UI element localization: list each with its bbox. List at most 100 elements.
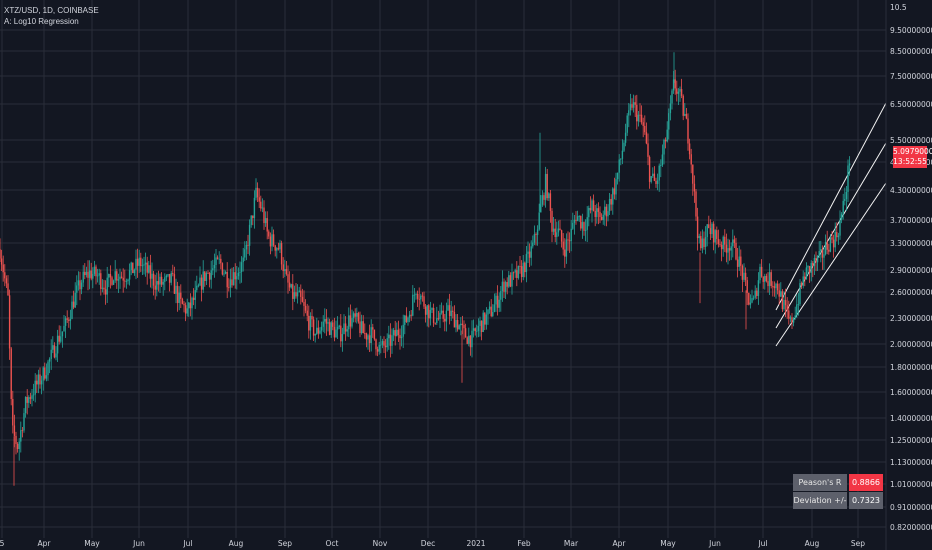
y-tick-label: 1.01000000: [890, 480, 932, 489]
candle-body: [632, 102, 635, 108]
candle-body: [725, 244, 728, 253]
candle-body: [80, 282, 83, 290]
candle-body: [762, 276, 764, 282]
candle-body: [178, 292, 180, 303]
candle-body: [255, 187, 257, 198]
candle-body: [266, 218, 268, 232]
candle-body: [636, 104, 638, 122]
candle-body: [677, 91, 680, 94]
candle-body: [549, 193, 552, 211]
candle-body: [752, 297, 755, 299]
candle-body: [485, 314, 488, 325]
candle-body: [2, 264, 4, 273]
candle-body: [618, 159, 620, 173]
candle-body: [189, 302, 192, 309]
candle-body: [741, 265, 744, 280]
candle-body: [711, 223, 713, 235]
candle-body: [484, 312, 486, 325]
candle-body: [576, 216, 579, 221]
candle-body: [108, 273, 110, 278]
candle-body: [28, 397, 30, 403]
y-tick-label: 0.91000000: [890, 503, 932, 512]
candle-body: [516, 270, 518, 278]
candle-body: [151, 273, 153, 279]
regression-lower-band: [775, 182, 887, 347]
candle-body: [168, 274, 171, 283]
candle-body: [436, 318, 438, 324]
candle-body: [388, 334, 390, 339]
candle-body: [666, 129, 668, 142]
candle-body: [420, 295, 422, 300]
x-tick-label: 5: [0, 539, 5, 548]
candle-body: [655, 180, 657, 184]
candle-body: [384, 345, 387, 348]
candle-body: [148, 265, 150, 273]
candle-body: [615, 179, 617, 195]
candle-body: [274, 245, 276, 251]
pearson-row: Peason's R 0.8866: [793, 474, 883, 491]
candle-body: [676, 88, 678, 94]
candle-body: [412, 294, 414, 316]
candle-body: [44, 367, 46, 379]
candle-body: [565, 239, 568, 257]
candle-body: [504, 282, 507, 292]
candle-body: [580, 215, 582, 229]
candle-body: [469, 335, 472, 348]
candle-body: [156, 281, 158, 290]
candle-body: [32, 394, 35, 396]
candle-body: [695, 191, 697, 217]
candle-body: [381, 341, 384, 345]
candle-body: [231, 279, 233, 286]
candle-body: [432, 307, 435, 323]
candle-body: [717, 238, 720, 245]
x-tick-label: Dec: [421, 539, 436, 548]
candle-body: [68, 319, 70, 321]
candle-body: [346, 329, 348, 332]
candle-body: [349, 315, 352, 327]
indicator-title[interactable]: A: Log10 Regression: [4, 17, 79, 26]
candle-body: [132, 262, 134, 274]
candle-body: [42, 367, 44, 381]
candle-body: [839, 219, 841, 236]
candle-body: [248, 224, 251, 246]
candle-body: [744, 272, 747, 281]
candle-body: [87, 271, 89, 278]
candle-body: [311, 315, 313, 320]
candle-body: [508, 275, 510, 287]
time-axis[interactable]: 5 Apr May Jun Jul Aug Sep Oct Nov Dec 2021 Feb Mar Ap…: [0, 539, 865, 548]
candle-body: [386, 338, 388, 348]
candle-body: [589, 207, 592, 211]
candle-body: [112, 280, 115, 285]
candle-body: [213, 264, 216, 269]
y-tick-label: 1.60000000: [890, 388, 932, 397]
candle-body: [447, 305, 449, 311]
candle-body: [356, 313, 358, 317]
candle-body: [607, 211, 609, 217]
candle-body: [197, 285, 200, 287]
candle-body: [746, 280, 748, 293]
candle-body: [244, 249, 246, 258]
candle-body: [130, 262, 132, 271]
candle-body: [298, 290, 300, 293]
candle-body: [492, 312, 494, 317]
deviation-value: 0.7323: [849, 492, 883, 509]
candle-body: [528, 251, 531, 258]
candle-body: [482, 312, 484, 333]
candle-body: [477, 325, 480, 331]
candle-body: [188, 302, 190, 309]
deviation-row: Deviation +/- 0.7323: [793, 492, 883, 509]
candle-body: [568, 240, 571, 242]
candle-body: [276, 248, 278, 251]
candle-body: [496, 295, 499, 308]
candle-body: [48, 358, 51, 362]
candle-body: [309, 315, 312, 331]
candle-body: [535, 234, 537, 235]
candle-body: [829, 237, 832, 252]
candle-body: [608, 199, 611, 212]
candle-body: [93, 266, 96, 274]
candle-body: [336, 326, 339, 330]
candle-body: [224, 271, 227, 274]
candle-body: [234, 272, 236, 280]
candle-body: [220, 258, 222, 264]
